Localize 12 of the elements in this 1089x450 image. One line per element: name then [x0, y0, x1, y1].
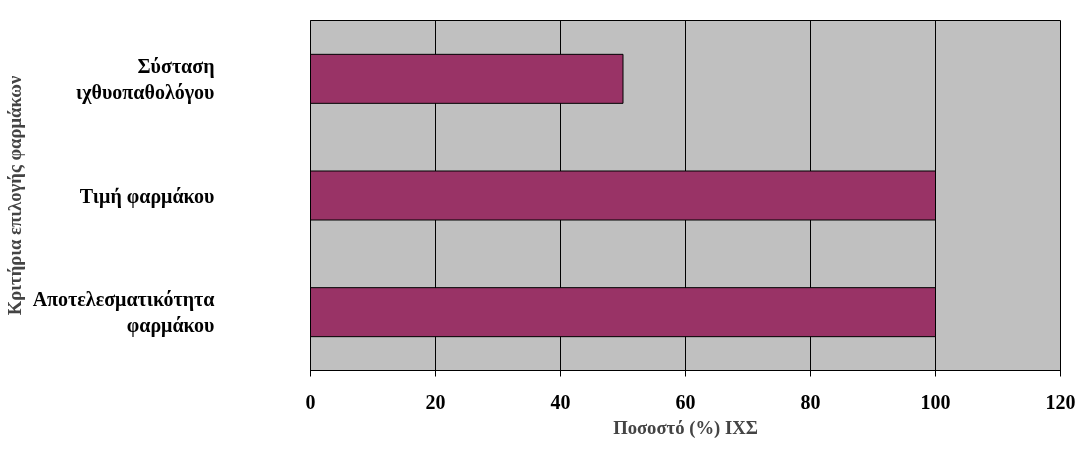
x-axis-title: Ποσοστό (%) ΙΧΣ — [613, 416, 758, 439]
x-tick-label: 20 — [425, 390, 446, 413]
x-tick-label: 120 — [1045, 390, 1076, 413]
x-tick-label: 0 — [305, 390, 316, 413]
y-axis-title: Κριτήρια επιλογής φαρμάκων — [3, 75, 25, 316]
y-tick-label: Τιμή φαρμάκου — [79, 184, 215, 208]
x-tick-label: 40 — [550, 390, 571, 413]
y-tick-label: Αποτελεσματικότητα φαρμάκου — [32, 287, 215, 338]
x-tick-label: 60 — [675, 390, 696, 413]
y-tick-label: Σύσταση ιχθυοπαθολόγου — [76, 54, 215, 105]
x-tick-label: 80 — [800, 390, 821, 413]
x-tick-label: 100 — [920, 390, 951, 413]
